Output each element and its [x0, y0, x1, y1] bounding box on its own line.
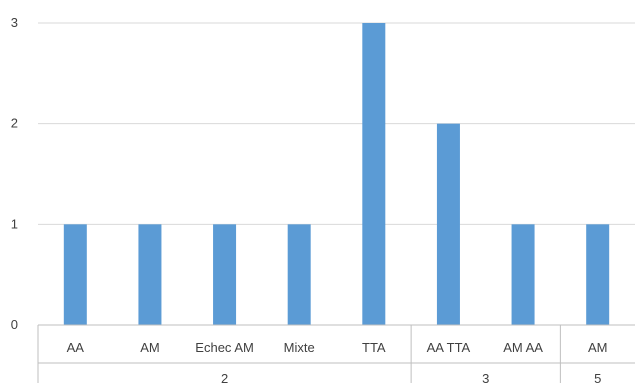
bar-5: [436, 123, 460, 326]
x-group-label: 5: [594, 371, 601, 383]
bar-6: [511, 224, 535, 325]
y-tick-label: 3: [11, 15, 18, 30]
x-group-label: 2: [221, 371, 228, 383]
bar-4: [362, 23, 386, 325]
bar-7: [586, 224, 610, 325]
bars: [63, 23, 610, 326]
y-tick-label: 2: [11, 116, 18, 131]
bar-2: [213, 224, 237, 325]
x-category-label: Echec AM: [195, 340, 254, 355]
x-category-label: AA: [67, 340, 85, 355]
x-category-label: AM: [588, 340, 608, 355]
bar-0: [63, 224, 87, 325]
x-category-label: TTA: [362, 340, 386, 355]
x-category-label: AM AA: [503, 340, 543, 355]
bar-3: [287, 224, 311, 325]
y-tick-label: 0: [11, 317, 18, 332]
x-category-label: Mixte: [284, 340, 315, 355]
x-category-label: AM: [140, 340, 160, 355]
bar-1: [138, 224, 162, 325]
y-tick-label: 1: [11, 216, 18, 231]
tick-labels: 0 1 2 3 AA AM Echec AM Mixte TTA AA TTA AM AA AM 2 3 5: [11, 15, 608, 386]
x-group-label: 3: [482, 371, 489, 383]
axes: [37, 324, 635, 383]
gridlines: [38, 22, 635, 225]
x-category-label: AA TTA: [427, 340, 471, 355]
